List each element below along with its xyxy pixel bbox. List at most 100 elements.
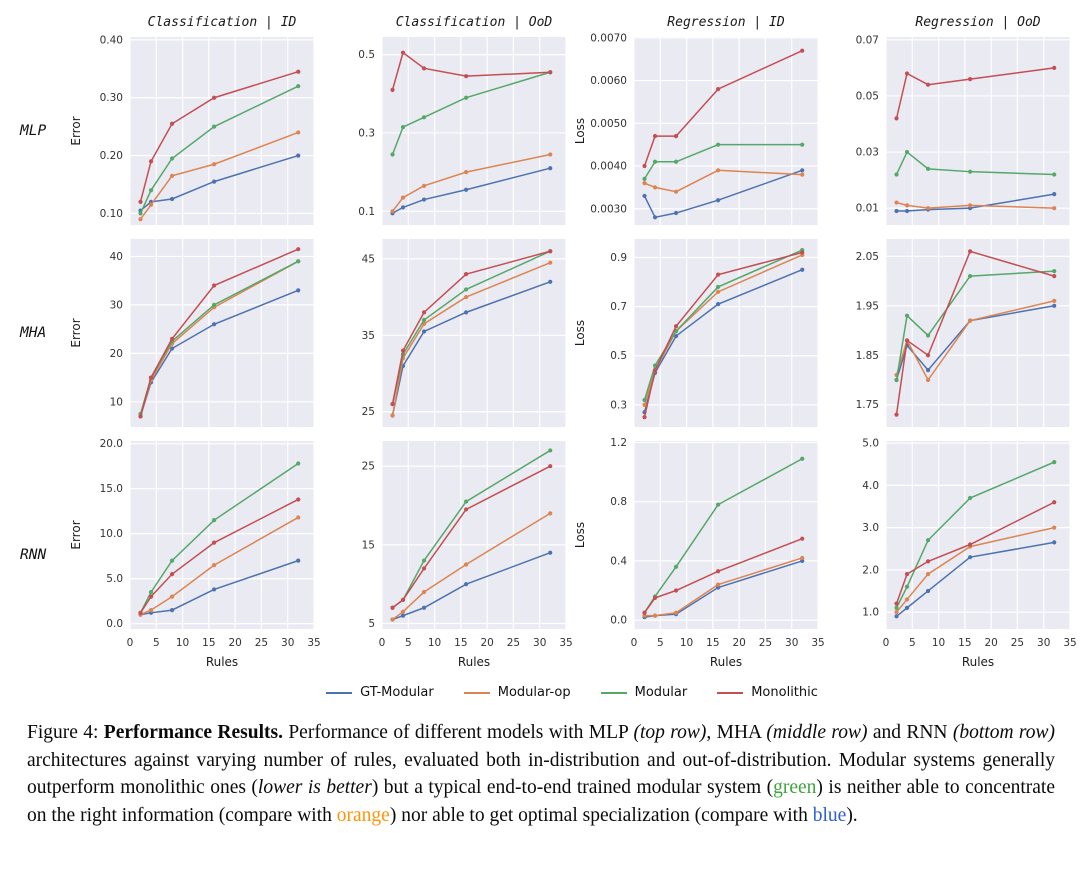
data-point-marker — [652, 185, 658, 190]
data-point-marker — [296, 497, 301, 502]
data-point-marker — [169, 558, 175, 563]
y-tick-label: 10.0 — [100, 528, 123, 540]
plot-mha-classification-id: 10 20 30 40 Error — [69, 239, 315, 427]
data-point-marker — [400, 613, 406, 618]
data-point-marker — [894, 116, 899, 121]
legend-label-modular-op: Modular-op — [497, 685, 571, 700]
plot-mlp-regression-ood: 0.01 0.03 0.05 0.07 — [856, 34, 1071, 225]
x-tick-label: 25 — [759, 637, 772, 649]
data-point-marker — [1052, 274, 1057, 279]
data-point-marker — [548, 448, 553, 453]
data-point-marker — [904, 584, 910, 589]
y-tick-label: 0.9 — [610, 252, 627, 264]
y-tick-label: 0.0070 — [590, 32, 627, 44]
caption-segment: ) nor able to get optimal specialization… — [389, 805, 813, 827]
legend-line-modular-op — [463, 691, 490, 694]
y-tick-label: 0.3 — [358, 127, 375, 139]
x-tick-label: 20 — [228, 637, 241, 649]
y-tick-label: 5 — [368, 618, 375, 630]
y-axis-label: Loss — [573, 118, 587, 144]
y-tick-label: 15.0 — [100, 483, 123, 495]
data-point-marker — [138, 211, 143, 216]
x-tick-label: 10 — [680, 637, 693, 649]
x-tick-label: 5 — [657, 637, 664, 649]
plot-cell: 1.75 1.85 1.95 2.05 — [824, 232, 1076, 434]
data-point-marker — [968, 169, 973, 174]
data-point-marker — [968, 274, 973, 279]
data-point-marker — [464, 562, 469, 567]
row-label-mlp: MLP — [20, 123, 47, 139]
data-point-marker — [169, 173, 175, 178]
x-tick-label: 20 — [480, 637, 493, 649]
data-point-marker — [421, 589, 427, 595]
data-point-marker — [421, 317, 427, 323]
data-point-marker — [169, 121, 175, 126]
data-point-marker — [894, 412, 899, 417]
data-point-marker — [894, 610, 899, 615]
data-point-marker — [894, 200, 899, 205]
data-point-marker — [212, 124, 217, 129]
data-point-marker — [148, 608, 154, 613]
data-point-marker — [673, 134, 679, 139]
data-point-marker — [800, 536, 805, 541]
data-point-marker — [296, 515, 301, 520]
data-point-marker — [548, 279, 553, 284]
x-tick-label: 5 — [153, 637, 160, 649]
plot-background — [634, 239, 818, 427]
y-tick-label: 1.85 — [856, 350, 879, 362]
data-point-marker — [925, 538, 931, 543]
x-axis-label: Rules — [962, 655, 994, 669]
data-point-marker — [548, 550, 553, 555]
data-point-marker — [148, 375, 154, 380]
data-point-marker — [421, 605, 427, 610]
y-tick-label: 20 — [110, 348, 123, 360]
data-point-marker — [464, 272, 469, 277]
data-point-marker — [800, 172, 805, 177]
x-tick-label: 0 — [883, 637, 890, 649]
data-point-marker — [642, 397, 647, 403]
y-tick-label: 0.0030 — [590, 203, 627, 215]
data-point-marker — [673, 210, 679, 216]
data-point-marker — [296, 461, 301, 466]
y-tick-label: 0.10 — [100, 208, 123, 220]
y-tick-label: 0.7 — [610, 301, 627, 313]
data-point-marker — [212, 587, 217, 592]
data-point-marker — [1052, 500, 1057, 505]
y-tick-label: 5.0 — [106, 573, 123, 585]
legend-label-gt-modular: GT-Modular — [360, 685, 434, 700]
x-axis-label: Rules — [458, 655, 490, 669]
data-point-marker — [800, 48, 805, 53]
data-point-marker — [464, 499, 469, 504]
plot-cell: 0.0030 0.0040 0.0050 0.0060 0.0070 Loss — [572, 30, 824, 232]
caption-segment: architectures against varying number of … — [27, 749, 1055, 799]
x-tick-label: 15 — [454, 637, 467, 649]
y-tick-label: 45 — [362, 253, 375, 265]
data-point-marker — [169, 196, 175, 202]
data-point-marker — [894, 614, 899, 619]
x-tick-label: 5 — [405, 637, 412, 649]
plot-cell: 0.10 0.20 0.30 0.40 Error — [68, 30, 320, 232]
y-tick-label: 2.0 — [862, 564, 879, 576]
data-point-marker — [925, 377, 931, 383]
y-tick-label: 1.75 — [856, 399, 879, 411]
data-point-marker — [716, 142, 721, 147]
y-tick-label: 0.0050 — [590, 118, 627, 130]
data-point-marker — [968, 249, 973, 254]
data-point-marker — [548, 249, 553, 254]
x-tick-label: 30 — [533, 637, 546, 649]
y-tick-label: 40 — [110, 251, 123, 263]
plot-background — [886, 441, 1070, 629]
data-point-marker — [1052, 269, 1057, 274]
data-point-marker — [212, 563, 217, 568]
data-point-marker — [800, 250, 805, 255]
y-tick-label: 1.0 — [862, 607, 879, 619]
data-point-marker — [548, 260, 553, 265]
y-tick-label: 0.0040 — [590, 161, 627, 173]
plot-cell: 25 35 45 — [320, 232, 572, 434]
data-point-marker — [716, 198, 721, 203]
data-point-marker — [390, 209, 395, 214]
data-point-marker — [390, 413, 395, 418]
plot-mlp-regression-id: 0.0030 0.0040 0.0050 0.0060 0.0070 Loss — [573, 32, 819, 225]
data-point-marker — [421, 115, 427, 120]
data-point-marker — [716, 168, 721, 173]
